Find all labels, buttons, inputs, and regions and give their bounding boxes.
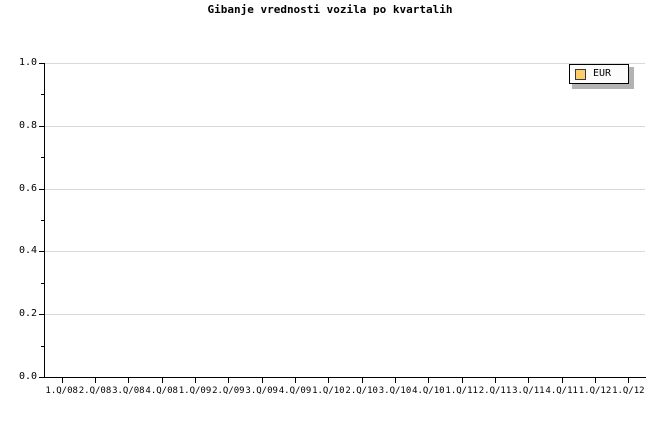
y-tick-minor — [41, 94, 44, 96]
x-axis-label: 3.Q/08 — [112, 386, 145, 396]
y-tick-major — [39, 125, 44, 127]
chart-title: Gibanje vrednosti vozila po kvartalih — [207, 3, 453, 16]
gridline-y — [45, 188, 645, 190]
y-axis-label: 1.0 — [18, 57, 37, 68]
y-tick-major — [39, 251, 44, 253]
x-tick — [428, 378, 429, 383]
x-tick — [362, 378, 363, 383]
gridline-y — [45, 63, 645, 64]
y-tick-major — [39, 314, 44, 316]
legend-swatch-eur — [575, 68, 586, 80]
y-tick-major — [39, 188, 44, 190]
plot-area — [45, 63, 645, 378]
y-tick-minor — [41, 282, 44, 284]
x-tick — [62, 378, 63, 383]
x-axis-label: 3.Q/11 — [512, 386, 545, 396]
y-axis-label: 0.2 — [18, 308, 37, 320]
x-tick — [95, 378, 96, 383]
y-axis-label-wrap: 0.2 — [0, 309, 37, 319]
x-axis-label: 1.Q/11 — [445, 386, 478, 396]
x-axis-label: 1.Q/09 — [178, 386, 212, 396]
gridline-y — [45, 251, 645, 253]
y-axis-label-wrap: 0.4 — [0, 246, 37, 256]
y-axis-label: 0.0 — [18, 371, 37, 382]
x-tick — [128, 378, 129, 383]
x-axis-label: 1.Q/12 — [578, 386, 612, 396]
y-axis-label: 0.6 — [18, 182, 37, 194]
y-tick-minor — [41, 220, 44, 221]
y-tick-minor — [41, 157, 44, 159]
y-tick-major — [39, 377, 44, 378]
x-axis-label: 4.Q/09 — [278, 386, 312, 396]
x-tick — [495, 378, 496, 383]
x-axis-label: 3.Q/09 — [245, 386, 278, 396]
x-axis-label: 1.Q/12 — [612, 386, 645, 396]
x-axis-label: 2.Q/11 — [478, 386, 512, 396]
gridline-y — [45, 314, 645, 316]
y-tick-minor — [41, 345, 44, 347]
x-tick — [562, 378, 563, 383]
x-tick — [528, 378, 529, 383]
y-axis-line — [44, 63, 45, 378]
y-tick-major — [39, 63, 44, 64]
y-axis-label: 0.8 — [18, 119, 37, 131]
x-axis-label: 1.Q/08 — [45, 386, 78, 396]
chart-legend[interactable]: EUR — [569, 64, 629, 84]
x-tick — [195, 378, 196, 383]
x-tick — [328, 378, 329, 383]
x-axis-label: 1.Q/10 — [312, 386, 345, 396]
x-tick — [628, 378, 629, 383]
x-axis-label: 3.Q/10 — [378, 386, 412, 396]
x-tick — [262, 378, 263, 383]
gridline-y — [45, 125, 645, 127]
x-axis-label: 4.Q/10 — [412, 386, 445, 396]
x-tick — [595, 378, 596, 383]
x-tick — [462, 378, 463, 383]
x-axis-label: 4.Q/08 — [145, 386, 178, 396]
x-axis-line — [44, 377, 646, 378]
x-axis-label: 2.Q/10 — [345, 386, 378, 396]
x-axis-label: 4.Q/11 — [545, 386, 578, 396]
y-axis-label-wrap: 0.0 — [0, 372, 37, 382]
x-axis-label: 2.Q/08 — [78, 386, 112, 396]
x-tick — [295, 378, 296, 383]
y-axis-label-wrap: 0.8 — [0, 119, 37, 131]
x-tick — [162, 378, 163, 383]
x-tick — [228, 378, 229, 383]
x-tick — [395, 378, 396, 383]
y-axis-label-wrap: 1.0 — [0, 58, 37, 68]
legend-label-eur: EUR — [593, 68, 612, 79]
y-axis-label-wrap: 0.6 — [0, 182, 37, 194]
x-axis-label: 2.Q/09 — [212, 386, 245, 396]
y-axis-label: 0.4 — [18, 245, 37, 257]
